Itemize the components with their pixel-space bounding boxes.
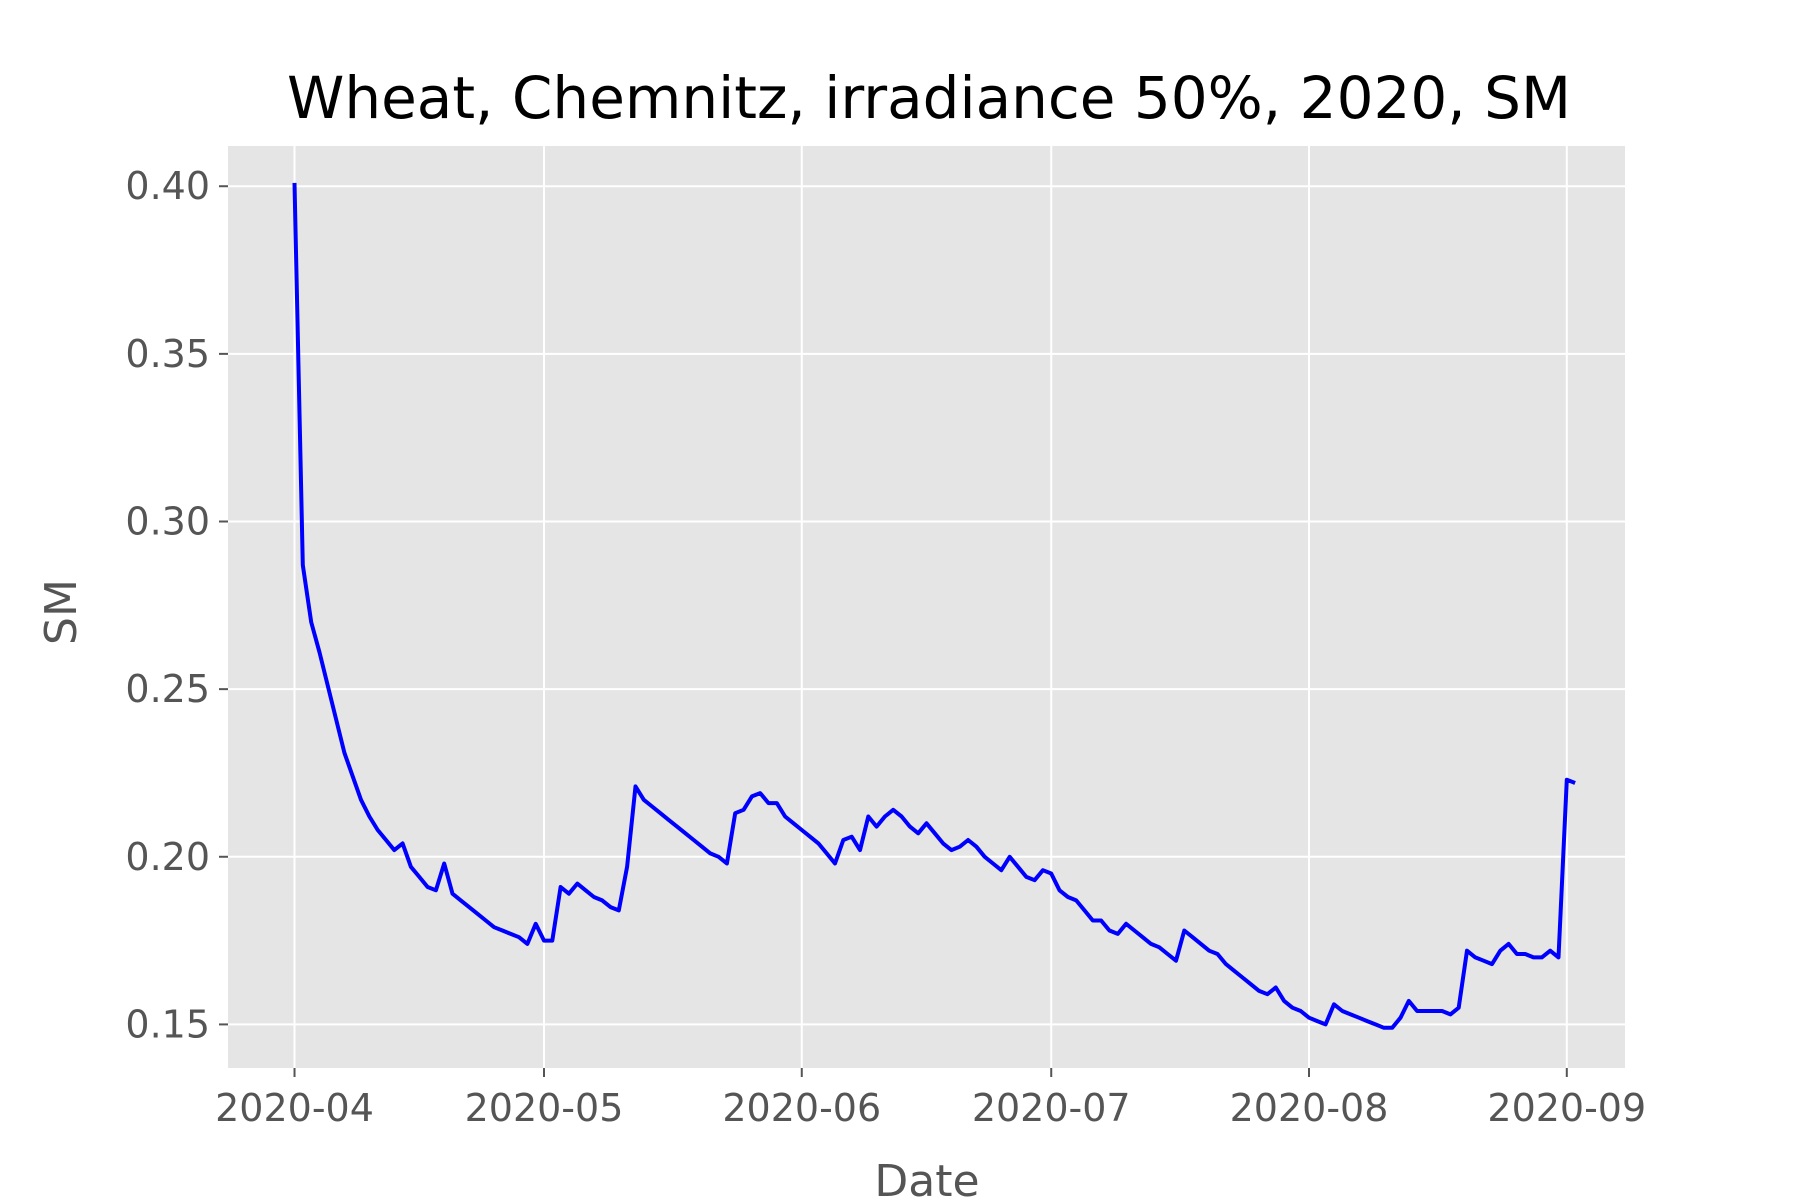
x-tick-label: 2020-04	[215, 1086, 374, 1130]
x-tick-label: 2020-07	[972, 1086, 1131, 1130]
series-line	[292, 182, 1576, 1030]
y-tick-label: 0.25	[125, 667, 210, 711]
x-tick-label: 2020-05	[465, 1086, 624, 1130]
y-gridlines	[228, 185, 1625, 1026]
y-axis: 0.15 0.20 0.25 0.30 0.35 0.40	[125, 164, 228, 1046]
y-tick-label: 0.20	[125, 835, 210, 879]
x-tick-label: 2020-08	[1230, 1086, 1389, 1130]
y-axis-label: SM	[36, 579, 87, 645]
series-layer	[292, 182, 1576, 1030]
chart-title: Wheat, Chemnitz, irradiance 50%, 2020, S…	[287, 64, 1571, 132]
x-axis-label: Date	[874, 1156, 979, 1200]
y-tick-label: 0.40	[125, 164, 210, 208]
y-tick-label: 0.30	[125, 500, 210, 544]
x-tick-label: 2020-06	[722, 1086, 881, 1130]
x-tick-label: 2020-09	[1487, 1086, 1646, 1130]
x-axis: 2020-04 2020-05 2020-06 2020-07 2020-08 2020-…	[215, 1068, 1646, 1130]
y-tick-label: 0.35	[125, 332, 210, 376]
plot-area	[228, 146, 1625, 1068]
x-gridlines	[293, 146, 1568, 1068]
y-tick-label: 0.15	[125, 1002, 210, 1046]
